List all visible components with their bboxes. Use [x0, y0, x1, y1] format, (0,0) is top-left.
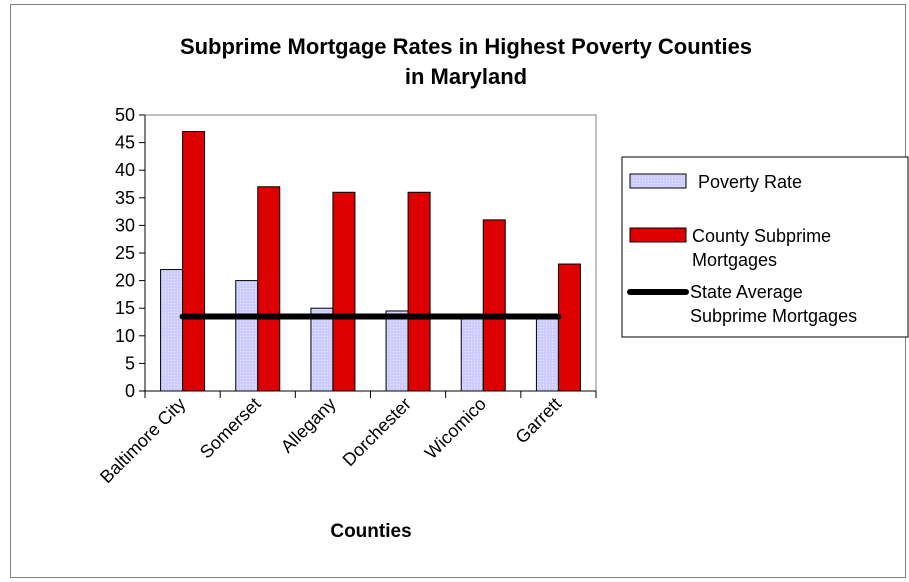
- chart-title-line-1: Subprime Mortgage Rates in Highest Pover…: [180, 34, 752, 59]
- y-tick-label: 20: [115, 271, 135, 291]
- bar-poverty-rate: [535, 315, 559, 392]
- y-tick-label: 50: [115, 105, 135, 125]
- x-axis-title: Counties: [330, 521, 411, 542]
- bar-county-subprime: [407, 191, 431, 392]
- y-tick-label: 0: [125, 381, 135, 401]
- bar-county-subprime: [257, 186, 281, 392]
- bar-poverty-rate: [310, 307, 334, 392]
- y-tick-label: 45: [115, 133, 135, 153]
- y-tick-label: 15: [115, 298, 135, 318]
- legend: Poverty Rate County Subprime Mortgages S…: [621, 156, 909, 338]
- bar-poverty-rate: [385, 310, 409, 392]
- x-category-label: Somerset: [196, 394, 265, 463]
- bar-poverty-rate: [160, 269, 184, 392]
- y-tick-label: 40: [115, 160, 135, 180]
- x-category-label: Baltimore City: [96, 394, 189, 487]
- y-tick-label: 25: [115, 243, 135, 263]
- chart-title-line-2: in Maryland: [405, 64, 527, 89]
- plot-area: 0 5 10 15 20 25 30 35 40 45 50 Baltimore City Somers…: [96, 105, 597, 487]
- y-tick-label: 5: [125, 353, 135, 373]
- y-tick-label: 35: [115, 188, 135, 208]
- legend-label-state-average-2: Subprime Mortgages: [690, 306, 857, 326]
- legend-label-state-average-1: State Average: [690, 282, 803, 302]
- x-category-label: Garrett: [511, 394, 565, 448]
- bar-poverty-rate: [460, 315, 484, 392]
- y-tick-label: 30: [115, 215, 135, 235]
- bar-county-subprime: [332, 191, 356, 392]
- legend-label-county-subprime-1: County Subprime: [692, 226, 831, 246]
- x-category-label: Dorchester: [339, 394, 415, 470]
- bar-county-subprime: [557, 263, 581, 392]
- y-tick-label: 10: [115, 326, 135, 346]
- plot-border: [144, 114, 597, 392]
- bar-county-subprime: [482, 219, 506, 392]
- bar-poverty-rate: [235, 280, 259, 392]
- bar-county-subprime: [182, 131, 206, 392]
- legend-label-poverty: Poverty Rate: [698, 172, 802, 192]
- x-category-label: Wicomico: [421, 394, 490, 463]
- legend-swatch-county-subprime: [629, 227, 687, 243]
- x-category-label: Allegany: [277, 394, 340, 457]
- legend-label-county-subprime-2: Mortgages: [692, 250, 777, 270]
- legend-swatch-poverty: [629, 173, 687, 189]
